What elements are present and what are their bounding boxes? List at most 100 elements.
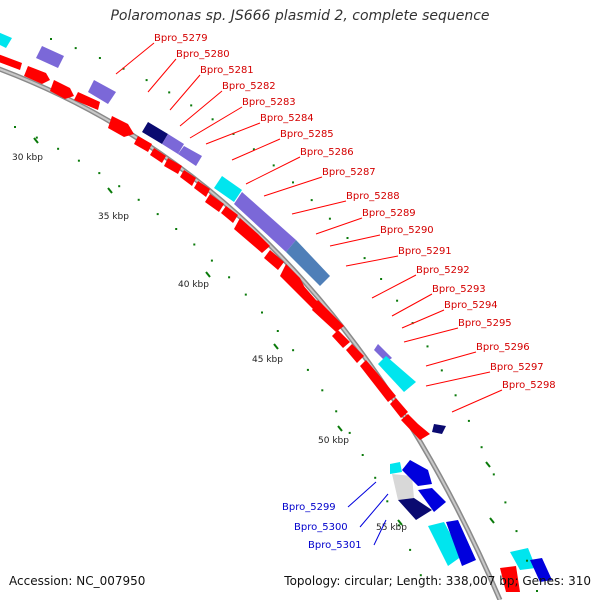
gene-label[interactable]: Bpro_5282 — [222, 81, 276, 92]
ring-dot — [137, 198, 140, 201]
ring-dot — [397, 524, 400, 527]
tick-mark — [273, 343, 279, 350]
gene-label[interactable]: Bpro_5289 — [362, 208, 416, 219]
backbone-ring — [0, 66, 503, 600]
cog-box — [398, 498, 432, 520]
ring-dot — [50, 38, 52, 40]
gene-arrow[interactable] — [346, 344, 364, 363]
gene-label[interactable]: Bpro_5284 — [260, 113, 314, 124]
gene-arrow[interactable] — [0, 54, 22, 70]
gene-label[interactable]: Bpro_5293 — [432, 284, 486, 295]
label-leader-line — [147, 58, 177, 93]
gene-arrow[interactable] — [280, 264, 306, 292]
gene-arrow[interactable] — [500, 566, 520, 592]
gene-arrow[interactable] — [390, 398, 408, 418]
gene-label[interactable]: Bpro_5298 — [502, 380, 556, 391]
gene-arrow[interactable] — [401, 414, 430, 440]
ring-dot — [526, 559, 528, 562]
gene-arrow[interactable] — [108, 116, 134, 137]
gene-arrow[interactable] — [312, 300, 344, 332]
cog-box — [390, 462, 402, 474]
gene-arrow[interactable] — [360, 360, 396, 402]
ring-dot — [440, 369, 443, 372]
ring-dot — [118, 185, 121, 188]
ring-dot — [77, 159, 80, 162]
kbp-label-50: 50 kbp — [318, 436, 349, 446]
ring-dot — [261, 311, 263, 314]
gene-arrow[interactable] — [164, 158, 182, 174]
gene-arrow[interactable] — [194, 181, 210, 197]
gene-arrow[interactable] — [205, 194, 224, 212]
gene-label[interactable]: Bpro_5287 — [322, 167, 376, 178]
gene-label[interactable]: Bpro_5294 — [444, 300, 498, 311]
gene-label[interactable]: Bpro_5285 — [280, 129, 334, 140]
cog-box — [0, 32, 12, 48]
ring-dot — [380, 278, 383, 280]
gene-label[interactable]: Bpro_5291 — [398, 246, 452, 257]
accession-text: Accession: NC_007950 — [9, 574, 146, 588]
gene-arrow[interactable] — [446, 520, 476, 566]
gene-label[interactable]: Bpro_5292 — [416, 265, 470, 276]
gene-label[interactable]: Bpro_5283 — [242, 97, 296, 108]
gene-label[interactable]: Bpro_5301 — [308, 540, 362, 551]
ring-dot — [454, 394, 457, 397]
gene-arrow[interactable] — [418, 488, 446, 512]
ring-dot — [306, 368, 309, 371]
label-leader-line — [391, 293, 433, 317]
gene-label[interactable]: Bpro_5288 — [346, 191, 400, 202]
gene-label[interactable]: Bpro_5281 — [200, 65, 254, 76]
gene-label[interactable]: Bpro_5297 — [490, 362, 544, 373]
label-leader-line — [179, 90, 223, 127]
cog-box — [142, 122, 168, 144]
ring-dot — [419, 574, 422, 577]
ring-dot — [35, 136, 38, 139]
gene-arrow[interactable] — [180, 170, 196, 186]
topology-stats-text: Topology: circular; Length: 338,007 bp; … — [284, 574, 591, 588]
gene-arrow[interactable] — [221, 206, 238, 223]
cog-box — [378, 356, 416, 392]
ring-dot — [396, 299, 399, 302]
forward-gene-labels: Bpro_5279 Bpro_5280 Bpro_5281 Bpro_5282 Bpro… — [115, 33, 556, 413]
label-leader-line — [315, 217, 363, 235]
ring-dot — [310, 199, 313, 202]
gene-label[interactable]: Bpro_5299 — [282, 502, 336, 513]
tick-mark — [205, 271, 211, 278]
gene-label[interactable]: Bpro_5286 — [300, 147, 354, 158]
gene-arrow[interactable] — [150, 148, 166, 163]
gene-arrow[interactable] — [74, 92, 100, 110]
ring-dot — [57, 147, 60, 150]
label-leader-line — [347, 481, 377, 508]
ring-dot — [175, 228, 178, 230]
gene-arrow[interactable] — [50, 80, 74, 99]
gene-arrow[interactable] — [402, 460, 432, 486]
gene-label[interactable]: Bpro_5296 — [476, 342, 530, 353]
gene-arrow[interactable] — [134, 136, 152, 152]
gene-label[interactable]: Bpro_5290 — [380, 225, 434, 236]
label-leader-line — [245, 156, 301, 185]
gene-arrow[interactable] — [530, 558, 552, 582]
label-leader-line — [263, 176, 323, 197]
ring-dot — [492, 473, 495, 476]
gene-arrow[interactable] — [332, 330, 350, 348]
label-leader-line — [189, 106, 243, 139]
cog-box — [178, 146, 202, 166]
cog-box — [428, 522, 462, 566]
ring-dot — [374, 476, 377, 479]
tick-mark — [107, 187, 113, 194]
gene-label[interactable]: Bpro_5295 — [458, 318, 512, 329]
ring-dot — [409, 548, 412, 551]
ring-dot — [168, 91, 171, 94]
ring-dot — [244, 293, 247, 296]
gene-arrow[interactable] — [296, 284, 322, 310]
ring-dot — [190, 104, 193, 107]
gene-arrow[interactable] — [24, 66, 50, 84]
reverse-gene-track — [402, 460, 552, 592]
gene-label[interactable]: Bpro_5279 — [154, 33, 208, 44]
ring-dot — [228, 276, 231, 279]
gene-arrow[interactable] — [264, 250, 284, 270]
gene-label[interactable]: Bpro_5300 — [294, 522, 348, 533]
kbp-label-35: 35 kbp — [98, 212, 129, 222]
label-leader-line — [425, 351, 477, 367]
gene-arrow[interactable] — [234, 218, 270, 253]
gene-label[interactable]: Bpro_5280 — [176, 49, 230, 60]
